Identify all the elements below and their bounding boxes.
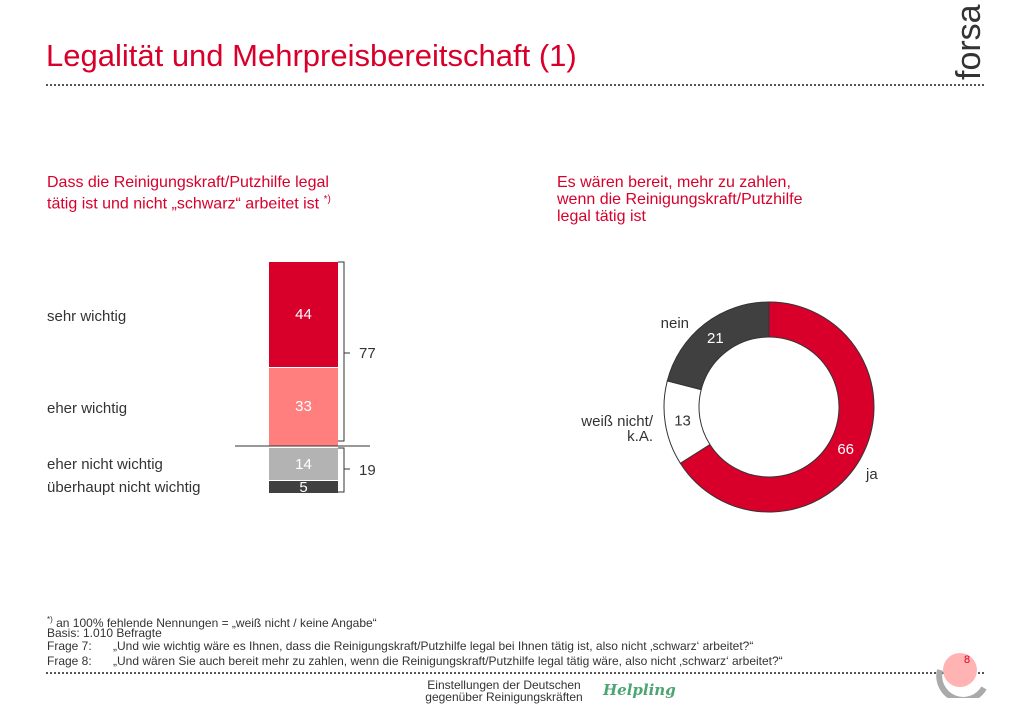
category-label-sehr-wichtig: sehr wichtig — [47, 308, 127, 325]
corner-circle — [943, 653, 977, 687]
title-divider — [46, 84, 984, 86]
right-subtitle-line2: wenn die Reinigungskraft/Putzhilfe — [557, 191, 803, 208]
bar-value-ueberhaupt-nicht-wichtig: 5 — [299, 478, 308, 496]
footer-title: Einstellungen der Deutschen gegenüber Re… — [414, 679, 594, 703]
subtotal-label-wichtig: 77 — [359, 345, 376, 362]
q7-label: Frage 7: — [47, 639, 92, 653]
footer-title-line1: Einstellungen der Deutschen — [427, 678, 581, 692]
footnote-text: an 100% fehlende Nennungen = „weiß nicht… — [52, 616, 377, 630]
category-label-eher-nicht-wichtig: eher nicht wichtig — [47, 456, 163, 473]
donut-category-label-weiss-nicht-line2: k.A. — [627, 428, 653, 445]
left-subtitle-text2: tätig ist und nicht „schwarz“ arbeitet i… — [47, 195, 320, 213]
footnote-missing: *) an 100% fehlende Nennungen = „weiß ni… — [47, 614, 377, 629]
donut-value-nein: 21 — [707, 330, 724, 347]
helpling-logo: Helpling — [603, 681, 676, 699]
page-title: Legalität und Mehrpreisbereitschaft (1) — [46, 38, 577, 73]
footnote-basis: Basis: 1.010 Befragte — [47, 626, 162, 640]
forsa-logo-text: forsa. — [950, 2, 988, 80]
bar-segment-eher-nicht-wichtig: 14 — [269, 447, 338, 482]
subtotal-label-nicht-wichtig: 19 — [359, 462, 376, 479]
bar-segment-eher-wichtig: 33 — [269, 366, 338, 447]
left-subtitle-line1: Dass die Reinigungskraft/Putzhilfe legal — [47, 174, 329, 191]
donut-slice-nein — [666, 301, 770, 391]
bar-segment-ueberhaupt-nicht-wichtig: 5 — [269, 478, 338, 496]
donut-category-label-weiss-nicht-line1: weiß nicht/ — [580, 413, 654, 430]
right-chart-subtitle: Es wären bereit, mehr zu zahlen, wenn di… — [557, 174, 802, 225]
forsa-logo: forsa. — [950, 2, 988, 80]
left-subtitle-note: *) — [323, 194, 331, 205]
donut-category-label-ja: ja — [865, 466, 878, 483]
bar-value-sehr-wichtig: 44 — [295, 305, 312, 323]
page-corner-icon — [936, 653, 987, 698]
donut-chart: 66 13 21 ja weiß nicht/k.A. nein — [580, 301, 878, 513]
left-chart-subtitle: Dass die Reinigungskraft/Putzhilfe legal… — [47, 174, 331, 212]
category-label-ueberhaupt-nicht-wichtig: überhaupt nicht wichtig — [47, 479, 201, 496]
donut-slice-ja — [679, 301, 875, 513]
category-label-eher-wichtig: eher wichtig — [47, 400, 128, 417]
footer-title-line2: gegenüber Reinigungskräften — [425, 690, 583, 704]
bracket-top — [338, 261, 345, 442]
bracket-bottom — [338, 447, 345, 493]
donut-value-weiss-nicht: 13 — [674, 413, 691, 430]
footnote-mark: *) — [47, 615, 53, 624]
corner-arc — [936, 669, 987, 698]
q8-label: Frage 8: — [47, 654, 92, 668]
page-number: 8 — [964, 654, 971, 666]
footnote-question-7: Frage 7: „Und wie wichtig wäre es Ihnen, … — [47, 640, 753, 652]
q8-text: „Und wären Sie auch bereit mehr zu zahle… — [113, 654, 783, 668]
bar-brackets — [235, 261, 370, 493]
bar-value-eher-nicht-wichtig: 14 — [295, 456, 312, 474]
footnote-question-8: Frage 8: „Und wären Sie auch bereit mehr … — [47, 655, 783, 667]
donut-value-ja: 66 — [837, 441, 854, 458]
q7-text: „Und wie wichtig wäre es Ihnen, dass die… — [113, 639, 754, 653]
donut-category-label-nein: nein — [661, 315, 689, 332]
left-subtitle-line2: tätig ist und nicht „schwarz“ arbeitet i… — [47, 191, 331, 212]
bar-value-eher-wichtig: 33 — [295, 398, 312, 416]
right-subtitle-line1: Es wären bereit, mehr zu zahlen, — [557, 174, 791, 191]
bar-segment-sehr-wichtig: 44 — [269, 262, 338, 367]
right-subtitle-line3: legal tätig ist — [557, 208, 646, 225]
footer-divider — [46, 672, 984, 674]
